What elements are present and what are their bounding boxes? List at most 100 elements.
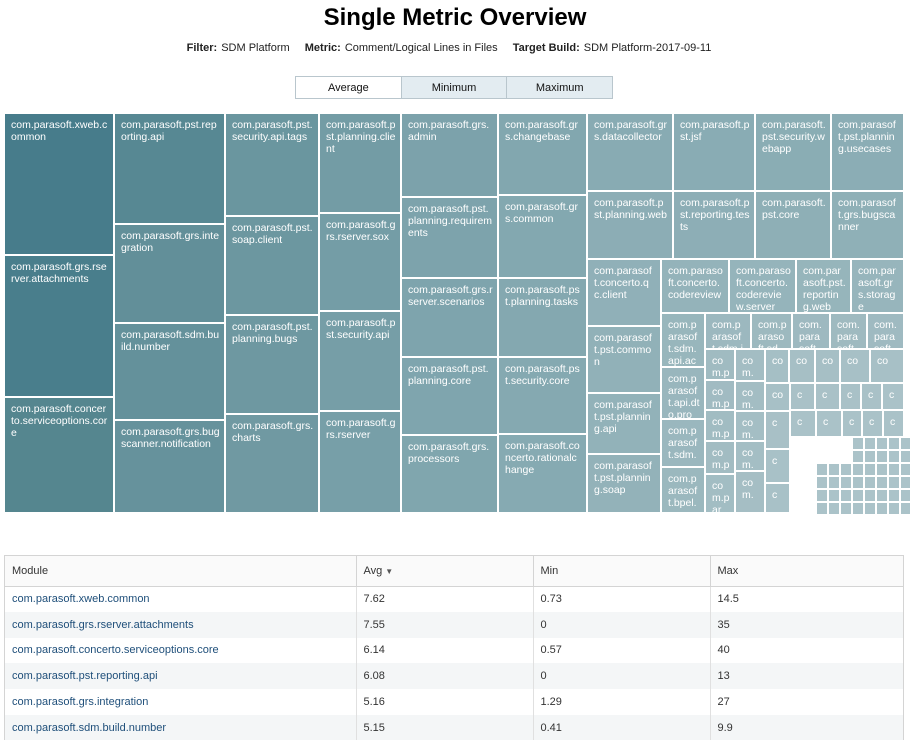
treemap-tile[interactable]: com.parasoft.concerto.rationalchange (498, 434, 587, 513)
treemap-tile[interactable]: com.par (705, 380, 735, 410)
cell-module[interactable]: com.parasoft.xweb.common (5, 586, 357, 612)
treemap-tile[interactable]: c (765, 411, 790, 449)
col-header-module[interactable]: Module (5, 556, 357, 587)
treemap-tile-small[interactable] (852, 489, 864, 502)
treemap-tile[interactable]: com.par (705, 441, 735, 474)
toggle-maximum[interactable]: Maximum (506, 77, 613, 98)
treemap-tile[interactable]: com.parasoft.pst.core (755, 191, 831, 259)
treemap-tile[interactable]: c (882, 383, 904, 410)
treemap-tile-small[interactable] (840, 489, 852, 502)
treemap-tile[interactable]: co (789, 349, 815, 383)
treemap-tile[interactable]: com.parasoft.grs.charts (225, 414, 319, 513)
treemap-tile-small[interactable] (828, 502, 840, 515)
treemap-tile[interactable]: com.parasoft.pst.reporting.tests (673, 191, 755, 259)
treemap-tile[interactable]: com.parasoft.pst.security.api (319, 311, 401, 411)
cell-module[interactable]: com.parasoft.pst.reporting.api (5, 663, 357, 690)
treemap-tile-small[interactable] (852, 463, 864, 476)
treemap-tile-small[interactable] (888, 502, 900, 515)
treemap-tile[interactable]: c (815, 383, 840, 410)
table-row[interactable]: com.parasoft.pst.reporting.api 6.08 0 13 (5, 663, 903, 690)
treemap-tile[interactable]: com.parasoft.grs.storage (851, 259, 904, 313)
treemap-tile-small[interactable] (852, 437, 864, 450)
cell-module[interactable]: com.parasoft.concerto.serviceoptions.cor… (5, 637, 357, 664)
treemap-tile[interactable]: com.parasoft.grs.admin (401, 113, 498, 197)
treemap-tile-small[interactable] (888, 463, 900, 476)
treemap-tile-small[interactable] (876, 450, 888, 463)
treemap-tile-small[interactable] (864, 476, 876, 489)
treemap-tile-small[interactable] (828, 489, 840, 502)
treemap-tile[interactable]: co m. (735, 441, 765, 471)
treemap-tile-small[interactable] (900, 463, 910, 476)
treemap-tile-small[interactable] (900, 502, 910, 515)
toggle-average[interactable]: Average (296, 77, 401, 98)
treemap-tile[interactable]: c (765, 449, 790, 483)
treemap-tile[interactable]: com.parasoft.pst.security.api.tags (225, 113, 319, 216)
table-row[interactable]: com.parasoft.sdm.build.number 5.15 0.41 … (5, 714, 903, 740)
treemap-tile[interactable]: com.parasoft.pst.planning.client (319, 113, 401, 213)
treemap-tile[interactable]: com.parasoft.grs.bugscanner (831, 191, 904, 259)
treemap-tile[interactable]: com.parasoft.pst.planning.web (587, 191, 673, 259)
col-header-avg[interactable]: Avg ▼ (356, 556, 534, 587)
treemap-tile-small[interactable] (852, 450, 864, 463)
table-row[interactable]: com.parasoft.grs.integration 5.16 1.29 2… (5, 689, 903, 715)
col-header-max[interactable]: Max (710, 556, 903, 587)
treemap-tile[interactable]: c (816, 410, 842, 437)
treemap-tile-small[interactable] (900, 437, 910, 450)
treemap-tile[interactable]: co (870, 349, 904, 383)
treemap-tile-small[interactable] (864, 489, 876, 502)
treemap-tile-small[interactable] (888, 450, 900, 463)
treemap-tile[interactable]: com.parasoft.pst.planning.api (587, 393, 661, 454)
treemap-tile-small[interactable] (888, 489, 900, 502)
treemap-tile-small[interactable] (864, 502, 876, 515)
treemap-tile[interactable]: com.parasoft.sdm.build.number (114, 323, 225, 420)
treemap-tile[interactable]: co (765, 349, 789, 383)
treemap-tile-small[interactable] (816, 489, 828, 502)
treemap-tile[interactable]: com.parasoft.grs.changebase (498, 113, 587, 195)
treemap-tile[interactable]: com.parasoft.grs.rserver (319, 411, 401, 513)
treemap-tile[interactable]: com.parasoft (830, 313, 867, 349)
treemap-tile[interactable]: com.parasoft.grs.rserver.sox (319, 213, 401, 311)
treemap-tile[interactable]: com.parasoft (792, 313, 830, 349)
treemap-tile[interactable]: com.parasoft.pst.planning.usecases (831, 113, 904, 191)
cell-module[interactable]: com.parasoft.sdm.build.number (5, 714, 357, 740)
treemap-tile-small[interactable] (852, 476, 864, 489)
treemap-tile[interactable]: c (862, 410, 883, 437)
treemap-tile-small[interactable] (864, 450, 876, 463)
treemap-tile-small[interactable] (888, 437, 900, 450)
treemap-tile-small[interactable] (876, 437, 888, 450)
cell-module[interactable]: com.parasoft.grs.rserver.attachments (5, 611, 357, 638)
treemap-tile[interactable]: co (815, 349, 840, 383)
treemap-tile[interactable]: com.parasoft.grs.processors (401, 435, 498, 513)
treemap-tile-small[interactable] (816, 476, 828, 489)
treemap-tile[interactable]: com.parasoft.sdm. (661, 419, 705, 467)
treemap-tile[interactable]: c (790, 383, 815, 410)
treemap-tile[interactable]: co (765, 383, 790, 411)
treemap-tile-small[interactable] (876, 476, 888, 489)
table-row[interactable]: com.parasoft.xweb.common 7.62 0.73 14.5 (5, 586, 903, 612)
treemap-tile-small[interactable] (840, 463, 852, 476)
treemap-tile[interactable]: com.parasoft.sdm.ims (705, 313, 751, 349)
treemap-tile[interactable]: com.par (705, 349, 735, 380)
treemap-tile[interactable]: com.parasoft.sd (751, 313, 792, 349)
treemap-tile[interactable]: com.parasoft.concerto.serviceoptions.cor… (4, 397, 114, 513)
treemap-tile[interactable]: com.parasoft.pst.reporting.web (796, 259, 851, 313)
treemap-tile[interactable]: c (883, 410, 904, 437)
treemap-tile[interactable]: co m. (735, 381, 765, 411)
treemap-tile-small[interactable] (828, 463, 840, 476)
treemap-tile[interactable]: co (840, 349, 870, 383)
treemap-tile[interactable]: com.parasoft.pst.security.webapp (755, 113, 831, 191)
treemap-tile[interactable]: com.parasoft.pst.jsf (673, 113, 755, 191)
col-header-min[interactable]: Min (533, 556, 711, 587)
treemap-tile[interactable]: c (842, 410, 862, 437)
treemap-tile[interactable]: co m. (735, 471, 765, 513)
treemap-tile[interactable]: com.par (705, 410, 735, 441)
treemap-tile-small[interactable] (816, 463, 828, 476)
treemap-tile[interactable]: com.parasoft.pst.reporting.api (114, 113, 225, 224)
treemap-tile[interactable]: com.parasoft.sdm.api.ac (661, 313, 705, 367)
treemap-tile-small[interactable] (864, 463, 876, 476)
treemap-tile[interactable]: com.parasoft.pst.planning.core (401, 357, 498, 435)
toggle-minimum[interactable]: Minimum (400, 77, 507, 98)
treemap-tile[interactable]: com.parasoft.api.dto.pro (661, 367, 705, 419)
treemap-tile[interactable]: com.parasoft.grs.bugscanner.notification (114, 420, 225, 513)
treemap-tile[interactable]: com.parasoft.xweb.common (4, 113, 114, 255)
